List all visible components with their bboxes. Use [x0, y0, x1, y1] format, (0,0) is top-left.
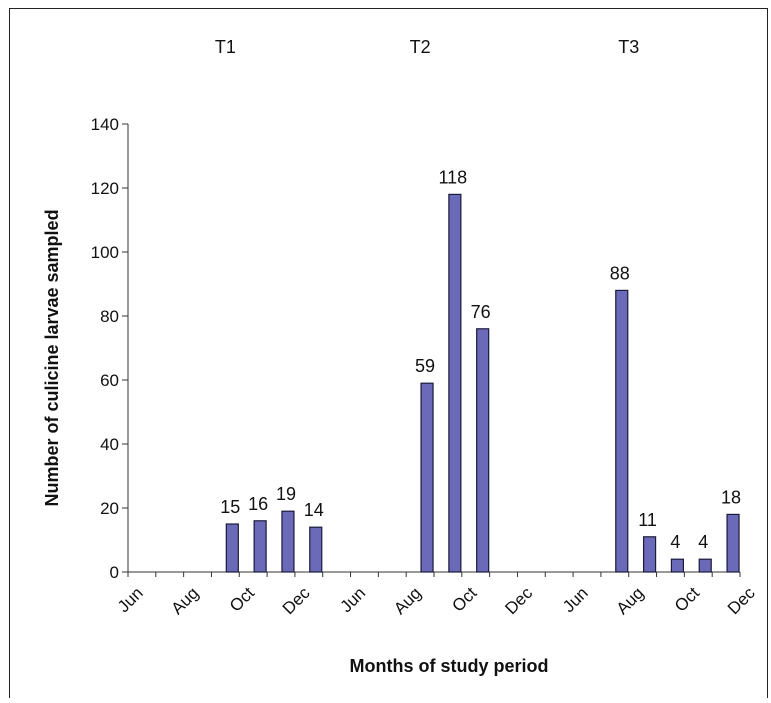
- y-tick-label: 0: [110, 563, 119, 582]
- x-tick-label: Oct: [226, 583, 258, 615]
- x-axis-title: Months of study period: [350, 656, 549, 676]
- bar: [615, 289, 629, 573]
- bar: [698, 558, 712, 573]
- bar: [225, 523, 239, 573]
- data-label: 118: [439, 167, 468, 187]
- x-tick-label: Dec: [724, 583, 759, 618]
- x-tick-label: Oct: [448, 583, 480, 615]
- data-label: 14: [304, 500, 324, 520]
- y-tick-label: 20: [100, 499, 119, 518]
- x-tick-label: Jun: [559, 583, 592, 616]
- bar: [281, 510, 295, 573]
- x-tick-label: Aug: [168, 583, 203, 618]
- group-label: T3: [618, 37, 639, 57]
- y-tick-label: 120: [91, 179, 119, 198]
- y-axis-title: Number of culicine larvae sampled: [42, 209, 62, 506]
- x-tick-label: Jun: [336, 583, 369, 616]
- bar: [309, 526, 323, 573]
- bar: [253, 520, 267, 573]
- bar: [670, 558, 685, 573]
- x-tick-label: Aug: [613, 583, 648, 618]
- y-tick-label: 80: [100, 307, 119, 326]
- x-tick-label: Oct: [671, 583, 703, 615]
- y-tick-label: 60: [100, 371, 119, 390]
- data-label: 18: [721, 487, 741, 507]
- bar: [476, 328, 490, 573]
- data-label: 15: [220, 497, 240, 517]
- group-label: T1: [215, 37, 236, 57]
- y-tick-label: 140: [91, 115, 119, 134]
- bar: [642, 536, 657, 573]
- x-tick-label: Dec: [501, 583, 536, 618]
- data-label: 88: [610, 263, 630, 283]
- y-tick-label: 100: [91, 243, 119, 262]
- data-label: 16: [248, 494, 268, 514]
- bar: [726, 513, 740, 573]
- data-label: 19: [276, 484, 296, 504]
- chart-frame: [9, 8, 768, 698]
- data-label: 76: [471, 302, 491, 322]
- x-tick-label: Aug: [390, 583, 425, 618]
- data-labels: T1 T2 T3 15 16 19 14 59 118 76 88 11 4 4 18: [215, 37, 741, 552]
- bar: [448, 193, 462, 573]
- x-tick-label: Dec: [279, 583, 314, 618]
- group-label: T2: [410, 37, 431, 57]
- data-label: 4: [670, 532, 680, 552]
- data-label: 11: [638, 510, 657, 530]
- data-label: 59: [415, 356, 435, 376]
- data-label: 4: [698, 532, 708, 552]
- bar: [420, 382, 434, 573]
- bars: [225, 193, 740, 573]
- y-tick-label: 40: [100, 435, 119, 454]
- x-tick-label: Jun: [114, 583, 147, 616]
